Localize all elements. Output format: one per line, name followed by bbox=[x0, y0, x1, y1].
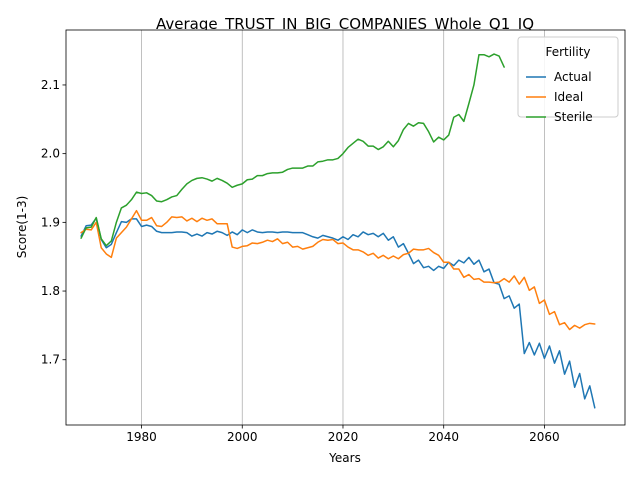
legend-title: Fertility bbox=[545, 45, 590, 59]
y-axis: 1.7 1.8 1.9 2.0 2.1 bbox=[41, 78, 66, 367]
plot-border bbox=[65, 29, 626, 426]
x-tick-label: 2020 bbox=[328, 430, 359, 444]
series-line-ideal bbox=[80, 209, 596, 331]
y-tick-label: 1.7 bbox=[41, 353, 60, 367]
x-tick-label: 2000 bbox=[227, 430, 258, 444]
y-tick-label: 1.8 bbox=[41, 284, 60, 298]
x-tick-label: 2040 bbox=[428, 430, 459, 444]
y-tick-label: 1.9 bbox=[41, 215, 60, 229]
y-tick-label: 2.1 bbox=[41, 78, 60, 92]
series-lines bbox=[80, 53, 596, 409]
x-axis-label: Years bbox=[328, 451, 361, 465]
x-tick-label: 1980 bbox=[126, 430, 157, 444]
x-axis: 1980 2000 2020 2040 2060 bbox=[126, 425, 560, 444]
y-axis-label: Score(1-3) bbox=[15, 196, 29, 259]
legend-label-sterile: Sterile bbox=[554, 110, 593, 124]
legend-label-ideal: Ideal bbox=[554, 90, 583, 104]
x-tick-label: 2060 bbox=[529, 430, 560, 444]
series-line-sterile bbox=[80, 53, 505, 247]
chart-title: Average_TRUST_IN_BIG_COMPANIES_Whole_Q1_… bbox=[156, 15, 534, 34]
legend: Fertility Actual Ideal Sterile bbox=[517, 36, 619, 124]
legend-label-actual: Actual bbox=[554, 70, 592, 84]
y-tick-label: 2.0 bbox=[41, 147, 60, 161]
series-line-actual bbox=[80, 217, 596, 409]
